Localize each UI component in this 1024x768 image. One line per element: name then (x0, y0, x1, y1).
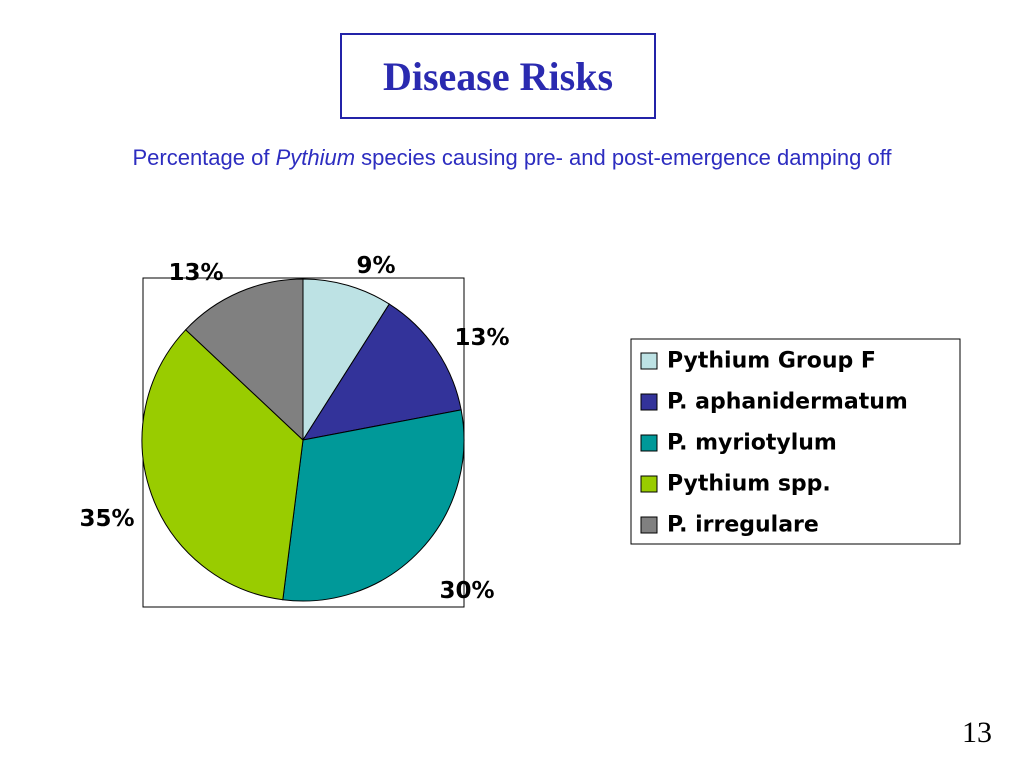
slice-data-label: 13% (454, 325, 509, 351)
legend-swatch (640, 352, 658, 370)
pie-slice-pythium-group-f (302, 278, 390, 442)
legend-swatch (640, 393, 658, 411)
subtitle-italic-genus: Pythium (275, 145, 356, 170)
pie-slice-p-irregulare (184, 278, 304, 442)
legend-swatch (640, 475, 658, 493)
slice-data-label: 13% (168, 260, 223, 286)
legend-label: P. aphanidermatum (667, 390, 908, 415)
slide-title: Disease Risks (382, 53, 614, 99)
slice-data-label: 30% (439, 578, 494, 604)
slide-subtitle: Percentage of Pythium species causing pr… (60, 142, 964, 173)
pie-slice-p-myriotylum (282, 409, 465, 602)
legend-swatch (640, 516, 658, 534)
subtitle-text-end: species causing pre- and post-emergence … (355, 145, 892, 170)
page-number: 13 (962, 716, 992, 749)
subtitle-text-start: Percentage of (132, 145, 276, 170)
legend: Pythium Group F P. aphanidermatum P. myrio… (640, 349, 908, 538)
legend-label: P. myriotylum (667, 431, 837, 456)
legend-swatch (640, 434, 658, 452)
pie-slice-pythium-spp (141, 329, 304, 601)
title-box: Disease Risks (340, 33, 656, 119)
slice-data-label: 35% (79, 506, 134, 532)
legend-label: Pythium Group F (667, 349, 876, 374)
pie-slice-p-aphanidermatum (301, 303, 462, 441)
legend-label: P. irregulare (667, 513, 819, 538)
legend-box (630, 338, 961, 545)
legend-label: Pythium spp. (667, 472, 831, 497)
slice-data-label: 9% (356, 253, 395, 279)
pie-slices (141, 278, 465, 602)
pie-slice-labels: 9% 13% 30% 35% 13% (79, 253, 509, 604)
